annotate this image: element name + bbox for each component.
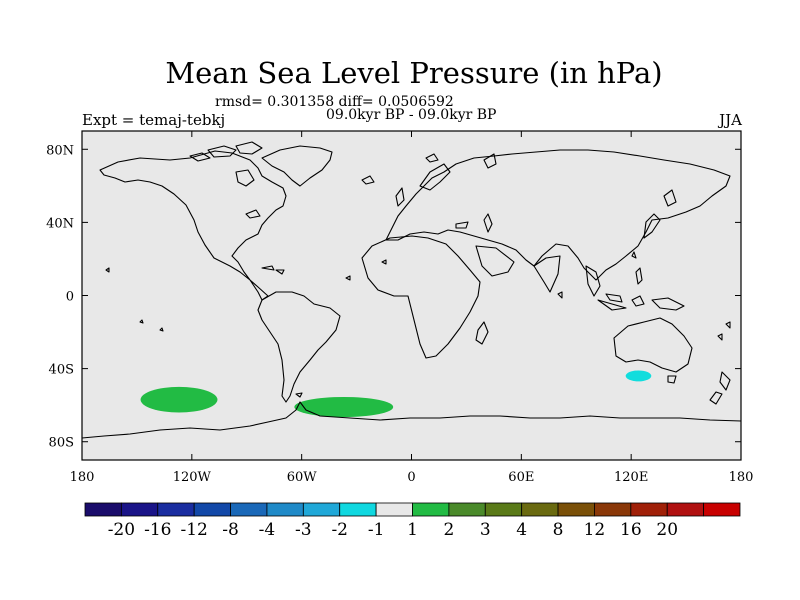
colorbar-label: 2 xyxy=(443,520,454,540)
colorbar-swatch xyxy=(448,502,486,517)
experiment-label: Expt = temaj-tebkj xyxy=(82,111,226,129)
colorbar-label: -2 xyxy=(331,520,348,540)
y-tick-label: 80N xyxy=(46,143,74,158)
x-tick-label: 60E xyxy=(508,470,534,485)
colorbar-swatch xyxy=(521,502,559,517)
south-indian-anomaly xyxy=(625,370,652,382)
colorbar-swatch xyxy=(193,502,231,517)
colorbar-label: 1 xyxy=(407,520,418,540)
colorbar-swatch xyxy=(412,502,450,517)
south-pacific-anomaly xyxy=(140,386,218,413)
anomaly-regions xyxy=(140,370,652,418)
x-tick-label: 120E xyxy=(614,470,648,485)
colorbar-label: 4 xyxy=(516,520,527,540)
colorbar-swatch xyxy=(157,502,195,517)
stats-line: rmsd= 0.301358 diff= 0.0506592 xyxy=(215,94,454,110)
colorbar-swatch xyxy=(339,502,377,517)
x-tick-label: 120W xyxy=(173,470,212,485)
colorbar: -20 -16 -12 -8 -4 -3 -2 -1 1 2 3 4 8 12 16 20 xyxy=(84,502,741,540)
colorbar-label: -1 xyxy=(368,520,385,540)
y-tick-label: 80S xyxy=(49,436,74,451)
colorbar-label: -3 xyxy=(295,520,312,540)
colorbar-swatch xyxy=(666,502,705,517)
x-tick-label: 180 xyxy=(70,470,95,485)
chart-title: Mean Sea Level Pressure (in hPa) xyxy=(165,56,663,90)
colorbar-label: 3 xyxy=(480,520,491,540)
season-label: JJA xyxy=(719,111,742,129)
colorbar-label: 16 xyxy=(620,520,642,540)
y-tick-label: 40S xyxy=(49,363,74,378)
colorbar-swatch xyxy=(557,502,595,517)
colorbar-swatch xyxy=(120,502,159,517)
colorbar-swatch xyxy=(594,502,632,517)
south-atlantic-anomaly xyxy=(294,396,394,418)
colorbar-swatch xyxy=(484,502,523,517)
colorbar-swatch xyxy=(375,502,413,517)
x-axis: 180 120W 60W 0 60E 120E 180 xyxy=(70,131,754,485)
x-tick-label: 180 xyxy=(729,470,754,485)
colorbar-label: -20 xyxy=(108,520,135,540)
colorbar-label: -8 xyxy=(222,520,239,540)
y-tick-label: 40N xyxy=(46,216,74,231)
colorbar-label: -16 xyxy=(144,520,171,540)
colorbar-swatch xyxy=(266,502,304,517)
colorbar-label: 8 xyxy=(553,520,564,540)
colorbar-swatch xyxy=(630,502,668,517)
colorbar-label: 12 xyxy=(584,520,606,540)
x-tick-label: 60W xyxy=(287,470,318,485)
y-tick-label: 0 xyxy=(66,290,74,305)
colorbar-label: -12 xyxy=(180,520,207,540)
colorbar-swatch xyxy=(302,502,341,517)
colorbar-label: -4 xyxy=(259,520,276,540)
colorbar-swatch xyxy=(84,502,122,517)
colorbar-swatch xyxy=(703,502,741,517)
y-axis: 80N 40N 0 40S 80S xyxy=(46,143,741,451)
coastlines xyxy=(82,141,741,439)
x-tick-label: 0 xyxy=(407,470,415,485)
colorbar-label: 20 xyxy=(656,520,678,540)
colorbar-swatch xyxy=(230,502,268,517)
period-line: 09.0kyr BP - 09.0kyr BP xyxy=(326,107,497,123)
